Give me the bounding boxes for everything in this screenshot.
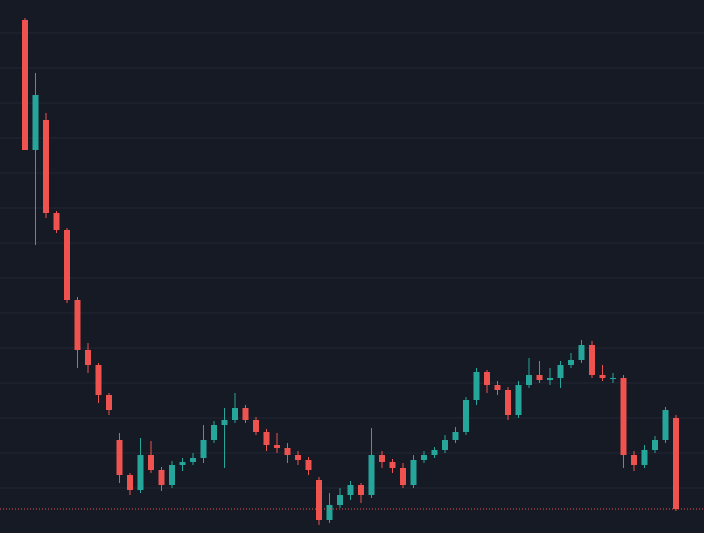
candle-body bbox=[263, 432, 270, 445]
candle-body bbox=[400, 468, 406, 485]
candle-body bbox=[221, 420, 228, 425]
candle-body bbox=[74, 300, 81, 350]
candle-body bbox=[190, 458, 196, 462]
candle-body bbox=[253, 420, 259, 432]
candle-body bbox=[85, 350, 91, 365]
candle-body bbox=[431, 450, 438, 455]
candle-body bbox=[389, 462, 396, 468]
candle-body bbox=[463, 400, 469, 432]
candle-body bbox=[547, 378, 553, 380]
candle-body bbox=[274, 445, 280, 448]
candle-body bbox=[53, 213, 60, 230]
candle-body bbox=[452, 432, 459, 440]
candle-body bbox=[242, 408, 249, 420]
candle-body bbox=[106, 395, 112, 410]
candle-body bbox=[316, 480, 322, 520]
candle-body bbox=[358, 485, 364, 495]
candle-body bbox=[347, 485, 354, 495]
candle-body bbox=[442, 440, 448, 450]
candle-body bbox=[526, 375, 532, 385]
candle-body bbox=[232, 408, 238, 420]
candle-body bbox=[127, 475, 133, 490]
candle-body bbox=[326, 505, 333, 520]
candle-body bbox=[137, 455, 144, 490]
candle-body bbox=[610, 378, 616, 379]
candle-body bbox=[295, 455, 301, 460]
candle-body bbox=[284, 448, 291, 455]
candle-body bbox=[620, 378, 627, 455]
candle-body bbox=[169, 465, 175, 485]
candle-body bbox=[631, 455, 637, 465]
candle-body bbox=[578, 345, 585, 360]
candle-body bbox=[652, 440, 658, 450]
candle-body bbox=[557, 365, 564, 378]
candle-body bbox=[95, 365, 102, 395]
candle-body bbox=[515, 385, 522, 415]
candle-body bbox=[64, 230, 70, 300]
candle-body bbox=[536, 375, 543, 380]
candle-body bbox=[473, 372, 480, 400]
candle-body bbox=[179, 462, 186, 465]
candle-body bbox=[200, 440, 207, 458]
candle-body bbox=[305, 460, 312, 470]
candle-body bbox=[421, 455, 427, 460]
candle-body bbox=[116, 440, 123, 475]
candle-body bbox=[662, 410, 669, 440]
candle-body bbox=[43, 120, 49, 213]
candle-body bbox=[484, 372, 490, 385]
candle-body bbox=[337, 495, 343, 505]
candle-body bbox=[494, 385, 501, 390]
candle-body bbox=[410, 460, 417, 485]
candle-body bbox=[211, 425, 217, 440]
candle-body bbox=[589, 345, 595, 375]
candle-body bbox=[148, 455, 154, 470]
candle-body bbox=[158, 470, 165, 485]
candle-body bbox=[673, 418, 679, 509]
candle-body bbox=[641, 450, 648, 465]
candle-body bbox=[22, 20, 28, 150]
candle-body bbox=[505, 390, 511, 415]
candle-body bbox=[568, 360, 574, 365]
candle-body bbox=[32, 95, 39, 150]
candle-body bbox=[599, 375, 606, 378]
candle-body bbox=[379, 455, 385, 462]
candle-body bbox=[368, 455, 375, 495]
